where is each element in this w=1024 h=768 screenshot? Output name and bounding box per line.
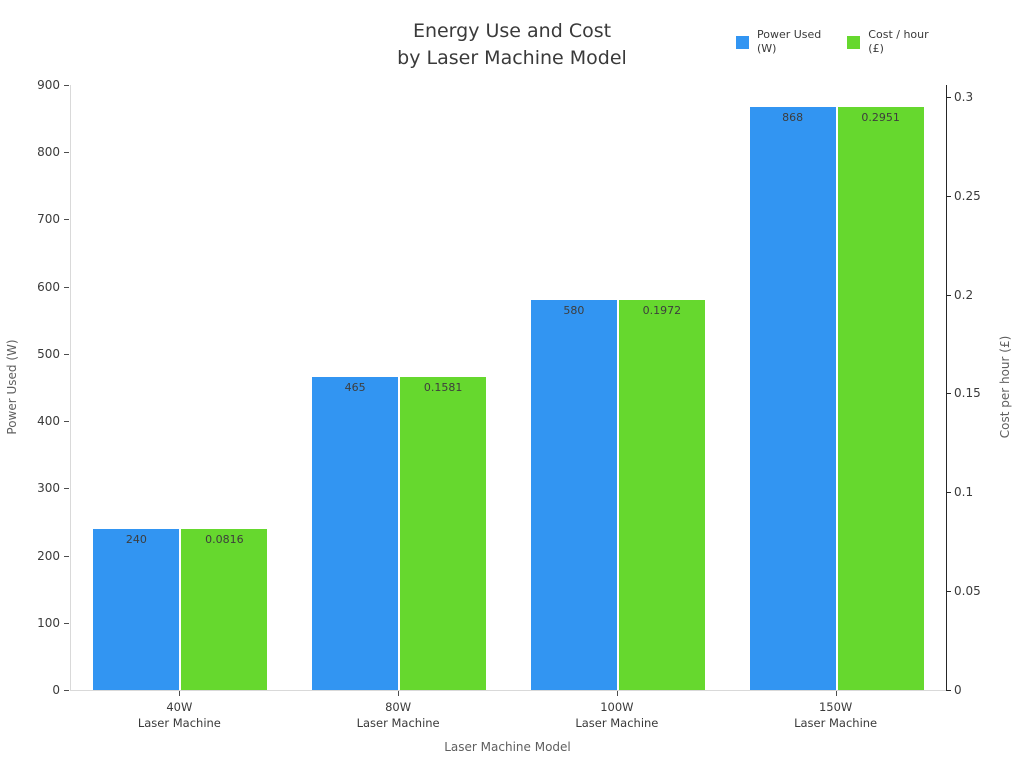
- legend-label-cost-line1: Cost / hour: [868, 28, 929, 41]
- bar-cost: 0.2951: [837, 106, 924, 690]
- y-axis-left-tick: [64, 152, 69, 154]
- y-axis-left-tick-label: 400: [37, 414, 60, 429]
- y-axis-left-tick: [64, 85, 69, 86]
- y-axis-right-tick-label: 0.3: [954, 89, 974, 104]
- bar-cost-value-label: 0.2951: [861, 110, 900, 124]
- y-axis-left-tick: [64, 421, 69, 423]
- y-axis-left-tick: [64, 353, 69, 355]
- chart-title-line2: by Laser Machine Model: [397, 47, 627, 69]
- y-axis-right-tick: [946, 96, 951, 98]
- y-axis-left-tick-label: 800: [37, 145, 60, 160]
- y-axis-left-tick: [64, 555, 69, 557]
- plot-area: 240 0.0816 465 0.1581 580 0.1972 868 0.2951: [70, 85, 947, 691]
- legend-label-power-line1: Power Used: [757, 28, 822, 41]
- cost-series-swatch-icon: [847, 35, 861, 49]
- y-axis-left-tick-label: 100: [37, 615, 60, 630]
- x-axis-tick-label-line1: 150W: [818, 700, 853, 714]
- legend-item-power: Power Used (W): [736, 28, 821, 56]
- x-axis-tick-label-line2: Laser Machine: [137, 716, 221, 730]
- bar-cost: 0.0816: [181, 528, 268, 690]
- bar-cost: 0.1972: [618, 300, 705, 690]
- y-axis-right-tick-label: 0: [954, 683, 962, 697]
- y-axis-left-tick: [64, 488, 69, 490]
- y-axis-left-tick: [64, 622, 69, 624]
- y-axis-right-tick: [946, 690, 951, 691]
- x-axis-tick: [616, 691, 618, 696]
- y-axis-left-tick-label: 0: [52, 683, 60, 697]
- y-axis-left-tick-label: 500: [37, 346, 60, 361]
- bar-power-value-label: 868: [782, 110, 804, 124]
- x-axis-tick-label-line2: Laser Machine: [575, 716, 659, 730]
- bar-power: 580: [530, 300, 617, 690]
- y-axis-right-tick: [946, 591, 951, 593]
- y-axis-right-tick: [946, 393, 951, 395]
- legend-item-cost: Cost / hour (£): [847, 28, 929, 56]
- power-series-swatch-icon: [736, 35, 749, 49]
- x-axis-tick-label-line1: 80W: [385, 700, 412, 714]
- y-axis-right-tick-label: 0.15: [954, 386, 981, 401]
- y-axis-left-tick-label: 300: [37, 481, 60, 496]
- y-axis-left-tick: [64, 219, 69, 221]
- y-axis-left-tick: [64, 286, 69, 288]
- bar-power: 240: [93, 528, 180, 690]
- chart-title: Energy Use and Cost by Laser Machine Mod…: [0, 18, 1024, 72]
- y-axis-right-tick-label: 0.2: [954, 287, 974, 302]
- y-axis-right-tick: [946, 195, 951, 197]
- x-axis-title: Laser Machine Model: [444, 740, 571, 754]
- bar-cost: 0.1581: [400, 377, 487, 690]
- bar-cost-value-label: 0.1581: [423, 381, 463, 395]
- chart-title-line1: Energy Use and Cost: [412, 20, 612, 42]
- y-axis-right-tick: [946, 294, 951, 296]
- y-axis-left-tick-label: 600: [37, 279, 60, 294]
- y-axis-left-tick-label: 200: [37, 548, 60, 563]
- bar-power-value-label: 580: [563, 304, 585, 318]
- bar-power: 465: [312, 377, 399, 690]
- x-axis-tick-label: 80W Laser Machine: [318, 699, 478, 731]
- y-axis-right-tick-label: 0.25: [954, 188, 981, 203]
- legend-label-cost-line2: (£): [868, 42, 884, 55]
- x-axis-tick-label: 40W Laser Machine: [99, 699, 259, 731]
- y-axis-left-tick: [64, 690, 69, 691]
- x-axis-tick: [398, 691, 400, 696]
- bar-cost-value-label: 0.1972: [642, 304, 682, 318]
- y-axis-left-tick-label: 900: [37, 78, 60, 92]
- legend-label-power: Power Used (W): [757, 28, 821, 56]
- legend-label-power-line2: (W): [757, 42, 777, 55]
- bar-cost-value-label: 0.0816: [205, 532, 244, 546]
- x-axis-tick-label-line1: 40W: [166, 700, 193, 714]
- x-axis-tick: [179, 691, 181, 696]
- y-axis-right-tick-label: 0.1: [954, 485, 974, 500]
- x-axis-tick: [835, 691, 837, 696]
- bar-power-value-label: 465: [344, 381, 366, 395]
- legend-label-cost: Cost / hour (£): [868, 28, 928, 56]
- bar-power: 868: [749, 106, 836, 690]
- y-axis-right-tick-label: 0.05: [954, 584, 981, 599]
- x-axis-tick-label: 150W Laser Machine: [756, 699, 916, 731]
- x-axis-tick-label-line1: 100W: [600, 700, 634, 714]
- x-axis-tick-label-line2: Laser Machine: [794, 716, 878, 730]
- bar-power-value-label: 240: [125, 532, 147, 546]
- legend: Power Used (W) Cost / hour (£): [736, 28, 929, 56]
- y-axis-left-tick-label: 700: [37, 212, 60, 227]
- x-axis-tick-label: 100W Laser Machine: [537, 699, 697, 731]
- y-axis-right-tick: [946, 492, 951, 494]
- x-axis-tick-label-line2: Laser Machine: [356, 716, 440, 730]
